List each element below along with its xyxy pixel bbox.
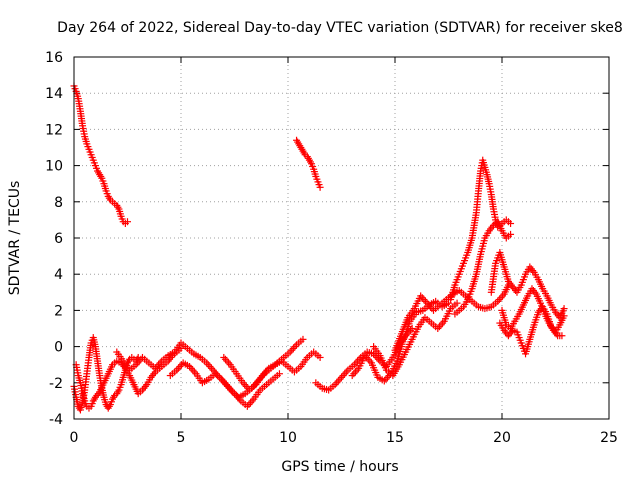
series-seg_peak — [447, 156, 515, 304]
chart-title: Day 264 of 2022, Sidereal Day-to-day VTE… — [57, 20, 623, 36]
grid-lines — [74, 57, 609, 419]
series-seg_low_1 — [70, 334, 142, 414]
y-tick-label: -4 — [49, 412, 63, 428]
y-tick-label: 8 — [54, 195, 63, 211]
y-tick-label: 10 — [45, 159, 63, 175]
x-tick-label: 20 — [493, 430, 511, 446]
y-tick-label: 16 — [45, 50, 63, 66]
series-seg_late_3 — [496, 303, 568, 358]
series-seg_late_1 — [487, 248, 568, 322]
series-seg_peak_2 — [451, 218, 515, 318]
plot-frame — [73, 56, 610, 420]
y-tick-label: -2 — [49, 376, 63, 392]
y-tick-label: 2 — [54, 303, 63, 319]
series-seg_high_early — [70, 82, 131, 228]
series-seg_high_mid — [293, 136, 324, 191]
x-tick-labels: 0 5 10 15 20 25 — [70, 430, 618, 446]
series-seg_low_5 — [220, 348, 324, 394]
x-tick-label: 25 — [600, 430, 618, 446]
y-tick-label: 6 — [54, 231, 63, 247]
x-tick-label: 10 — [279, 430, 297, 446]
y-tick-label: 4 — [54, 267, 63, 283]
y-tick-label: 0 — [54, 340, 63, 356]
x-tick-label: 15 — [386, 430, 404, 446]
y-tick-label: 12 — [45, 122, 63, 138]
y-axis-label: SDTVAR / TECUs — [7, 181, 23, 296]
y-tick-labels: -4 -2 0 2 4 6 8 10 12 14 16 — [45, 50, 63, 428]
data-marks — [70, 82, 568, 414]
y-tick-label: 14 — [45, 86, 63, 102]
x-axis-label: GPS time / hours — [281, 459, 398, 475]
series-seg_low_4 — [166, 359, 283, 410]
x-tick-label: 5 — [177, 430, 186, 446]
x-tick-label: 0 — [70, 430, 79, 446]
series-seg_low_8 — [370, 299, 461, 380]
